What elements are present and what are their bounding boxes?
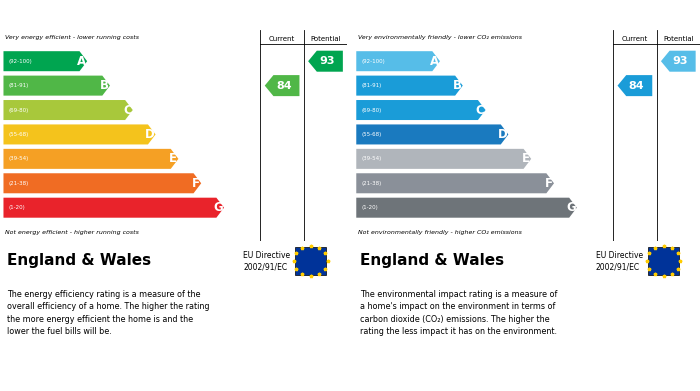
Text: E: E bbox=[522, 152, 530, 165]
Text: B: B bbox=[453, 79, 462, 92]
Polygon shape bbox=[4, 100, 133, 120]
Text: (92-100): (92-100) bbox=[361, 59, 385, 64]
Text: The energy efficiency rating is a measure of the
overall efficiency of a home. T: The energy efficiency rating is a measur… bbox=[7, 290, 209, 336]
Text: 84: 84 bbox=[276, 81, 292, 91]
Polygon shape bbox=[4, 75, 110, 96]
Polygon shape bbox=[356, 51, 440, 71]
Polygon shape bbox=[4, 51, 87, 71]
Text: (21-38): (21-38) bbox=[8, 181, 29, 186]
Polygon shape bbox=[356, 198, 577, 218]
Text: (69-80): (69-80) bbox=[8, 108, 29, 113]
Polygon shape bbox=[356, 173, 554, 193]
Bar bbox=[648, 247, 679, 275]
Text: Current: Current bbox=[269, 36, 295, 42]
Text: D: D bbox=[498, 128, 508, 141]
Text: G: G bbox=[566, 201, 576, 214]
Text: C: C bbox=[476, 104, 484, 117]
Polygon shape bbox=[4, 198, 224, 218]
Polygon shape bbox=[356, 75, 463, 96]
Text: Very environmentally friendly - lower CO₂ emissions: Very environmentally friendly - lower CO… bbox=[358, 35, 522, 40]
Text: 93: 93 bbox=[672, 56, 688, 66]
Text: (81-91): (81-91) bbox=[361, 83, 382, 88]
Text: Not environmentally friendly - higher CO₂ emissions: Not environmentally friendly - higher CO… bbox=[358, 230, 522, 235]
Text: (39-54): (39-54) bbox=[361, 156, 382, 161]
Polygon shape bbox=[356, 100, 486, 120]
Text: Very energy efficient - lower running costs: Very energy efficient - lower running co… bbox=[5, 35, 139, 40]
Text: B: B bbox=[100, 79, 109, 92]
Text: EU Directive
2002/91/EC: EU Directive 2002/91/EC bbox=[596, 251, 643, 271]
Bar bbox=[295, 247, 326, 275]
Text: A: A bbox=[77, 55, 86, 68]
Text: (69-80): (69-80) bbox=[361, 108, 382, 113]
Text: (21-38): (21-38) bbox=[361, 181, 382, 186]
Text: (55-68): (55-68) bbox=[8, 132, 29, 137]
Text: E: E bbox=[169, 152, 177, 165]
Polygon shape bbox=[265, 75, 300, 96]
Text: G: G bbox=[214, 201, 223, 214]
Polygon shape bbox=[617, 75, 652, 96]
Text: England & Wales: England & Wales bbox=[7, 253, 151, 269]
Polygon shape bbox=[661, 51, 696, 72]
Polygon shape bbox=[356, 124, 508, 144]
Text: F: F bbox=[545, 177, 553, 190]
Text: Environmental Impact (CO₂) Rating: Environmental Impact (CO₂) Rating bbox=[358, 9, 590, 22]
Text: (1-20): (1-20) bbox=[8, 205, 25, 210]
Text: Potential: Potential bbox=[663, 36, 694, 42]
Text: (81-91): (81-91) bbox=[8, 83, 29, 88]
Text: (55-68): (55-68) bbox=[361, 132, 382, 137]
Polygon shape bbox=[4, 173, 201, 193]
Text: Current: Current bbox=[622, 36, 648, 42]
Text: (39-54): (39-54) bbox=[8, 156, 29, 161]
Text: D: D bbox=[146, 128, 155, 141]
Polygon shape bbox=[4, 124, 155, 144]
Text: (1-20): (1-20) bbox=[361, 205, 378, 210]
Text: EU Directive
2002/91/EC: EU Directive 2002/91/EC bbox=[243, 251, 290, 271]
Text: F: F bbox=[192, 177, 200, 190]
Polygon shape bbox=[356, 149, 531, 169]
Text: A: A bbox=[430, 55, 439, 68]
Text: Not energy efficient - higher running costs: Not energy efficient - higher running co… bbox=[5, 230, 139, 235]
Text: 93: 93 bbox=[319, 56, 335, 66]
Text: C: C bbox=[123, 104, 132, 117]
Text: Energy Efficiency Rating: Energy Efficiency Rating bbox=[5, 9, 168, 22]
Polygon shape bbox=[4, 149, 178, 169]
Text: England & Wales: England & Wales bbox=[360, 253, 504, 269]
Text: Potential: Potential bbox=[310, 36, 341, 42]
Text: 84: 84 bbox=[629, 81, 645, 91]
Text: (92-100): (92-100) bbox=[8, 59, 32, 64]
Polygon shape bbox=[308, 51, 343, 72]
Text: The environmental impact rating is a measure of
a home's impact on the environme: The environmental impact rating is a mea… bbox=[360, 290, 557, 336]
